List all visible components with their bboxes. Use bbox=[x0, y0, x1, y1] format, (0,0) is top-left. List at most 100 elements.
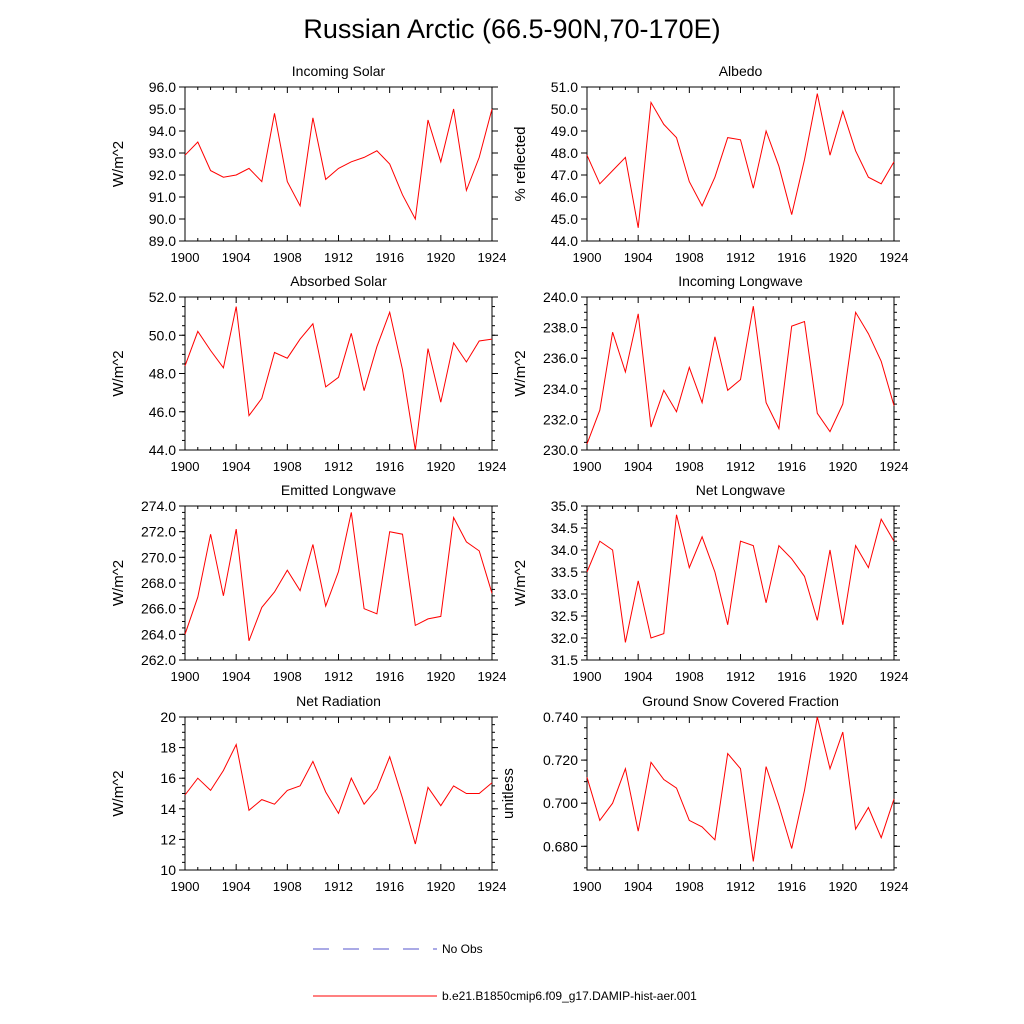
data-point bbox=[829, 549, 832, 552]
y-tick-label: 44.0 bbox=[551, 233, 578, 249]
data-point bbox=[713, 838, 716, 841]
data-point bbox=[439, 615, 442, 618]
data-point bbox=[726, 623, 729, 626]
y-tick-label: 14 bbox=[160, 801, 176, 817]
data-point bbox=[235, 305, 238, 308]
data-point bbox=[286, 789, 289, 792]
data-point bbox=[491, 781, 494, 784]
chart-incoming-longwave: 1900 1904 1908 1912 1916 1920 1924 230.0 232.0 23… bbox=[512, 273, 908, 474]
data-point bbox=[816, 619, 819, 622]
data-point bbox=[209, 789, 212, 792]
x-tick-label: 1916 bbox=[375, 459, 404, 474]
data-point bbox=[611, 549, 614, 552]
y-tick-label: 49.0 bbox=[551, 123, 578, 139]
y-tick-label: 31.5 bbox=[551, 652, 578, 668]
data-point bbox=[624, 156, 627, 159]
y-axis-label: % reflected bbox=[512, 126, 529, 201]
x-tick-label: 1904 bbox=[624, 879, 653, 894]
x-tick-label: 1900 bbox=[171, 669, 200, 684]
data-point bbox=[598, 409, 601, 412]
x-tick-label: 1904 bbox=[624, 669, 653, 684]
panel-title: Incoming Longwave bbox=[678, 273, 803, 289]
data-point bbox=[427, 119, 430, 122]
data-point bbox=[427, 617, 430, 620]
data-point bbox=[598, 182, 601, 185]
data-point bbox=[790, 325, 793, 328]
y-tick-label: 234.0 bbox=[543, 381, 578, 397]
data-point bbox=[803, 789, 806, 792]
data-point bbox=[350, 777, 353, 780]
y-tick-label: 46.0 bbox=[149, 404, 176, 420]
data-point bbox=[688, 180, 691, 183]
data-point bbox=[401, 797, 404, 800]
x-tick-label: 1920 bbox=[426, 250, 455, 265]
data-point bbox=[350, 332, 353, 335]
data-point bbox=[273, 351, 276, 354]
data-point bbox=[222, 594, 225, 597]
data-point bbox=[401, 193, 404, 196]
data-point bbox=[675, 513, 678, 516]
x-tick-label: 1908 bbox=[273, 879, 302, 894]
data-point bbox=[880, 360, 883, 363]
data-point bbox=[765, 130, 768, 133]
x-tick-label: 1900 bbox=[171, 879, 200, 894]
panel-title: Albedo bbox=[719, 63, 763, 79]
data-point bbox=[388, 755, 391, 758]
data-point bbox=[739, 138, 742, 141]
data-point bbox=[248, 809, 251, 812]
data-point bbox=[388, 163, 391, 166]
y-tick-label: 47.0 bbox=[551, 167, 578, 183]
y-tick-label: 34.5 bbox=[551, 520, 578, 536]
data-point bbox=[427, 786, 430, 789]
data-point bbox=[854, 149, 857, 152]
x-tick-label: 1916 bbox=[777, 669, 806, 684]
panel-title: Emitted Longwave bbox=[281, 482, 396, 498]
x-tick-label: 1912 bbox=[726, 459, 755, 474]
data-point bbox=[375, 149, 378, 152]
data-point bbox=[299, 589, 302, 592]
plot-frame bbox=[184, 716, 493, 871]
data-point bbox=[650, 101, 653, 104]
data-point bbox=[337, 167, 340, 170]
data-point bbox=[586, 776, 589, 779]
data-point bbox=[478, 792, 481, 795]
x-tick-label: 1912 bbox=[324, 459, 353, 474]
data-point bbox=[688, 819, 691, 822]
x-tick-label: 1924 bbox=[880, 459, 909, 474]
data-point bbox=[273, 803, 276, 806]
panel-title: Absorbed Solar bbox=[290, 273, 387, 289]
chart-absorbed-solar: 1900 1904 1908 1912 1916 1920 1924 44.0 46.0 48.0… bbox=[110, 273, 506, 474]
x-tick-label: 1900 bbox=[573, 459, 602, 474]
plot-frame bbox=[586, 296, 895, 451]
x-tick-label: 1900 bbox=[573, 879, 602, 894]
y-tick-label: 0.680 bbox=[543, 838, 578, 854]
y-tick-label: 50.0 bbox=[551, 101, 578, 117]
data-point bbox=[375, 787, 378, 790]
data-point bbox=[726, 752, 729, 755]
data-point bbox=[777, 427, 780, 430]
series-line bbox=[184, 306, 493, 451]
y-tick-label: 16 bbox=[160, 770, 176, 786]
data-point bbox=[414, 624, 417, 627]
data-point bbox=[286, 357, 289, 360]
data-point bbox=[893, 404, 896, 407]
x-tick-label: 1908 bbox=[273, 459, 302, 474]
data-point bbox=[650, 426, 653, 429]
x-tick-label: 1904 bbox=[624, 250, 653, 265]
data-point bbox=[375, 345, 378, 348]
x-tick-label: 1920 bbox=[828, 879, 857, 894]
data-point bbox=[286, 569, 289, 572]
x-tick-label: 1920 bbox=[828, 250, 857, 265]
x-tick-label: 1908 bbox=[675, 669, 704, 684]
data-point bbox=[209, 349, 212, 352]
x-tick-label: 1908 bbox=[273, 250, 302, 265]
x-tick-label: 1908 bbox=[675, 459, 704, 474]
y-tick-label: 46.0 bbox=[551, 189, 578, 205]
data-point bbox=[311, 116, 314, 119]
y-tick-label: 90.0 bbox=[149, 211, 176, 227]
x-tick-label: 1912 bbox=[324, 250, 353, 265]
x-tick-label: 1904 bbox=[222, 879, 251, 894]
y-tick-label: 33.5 bbox=[551, 564, 578, 580]
data-point bbox=[235, 743, 238, 746]
